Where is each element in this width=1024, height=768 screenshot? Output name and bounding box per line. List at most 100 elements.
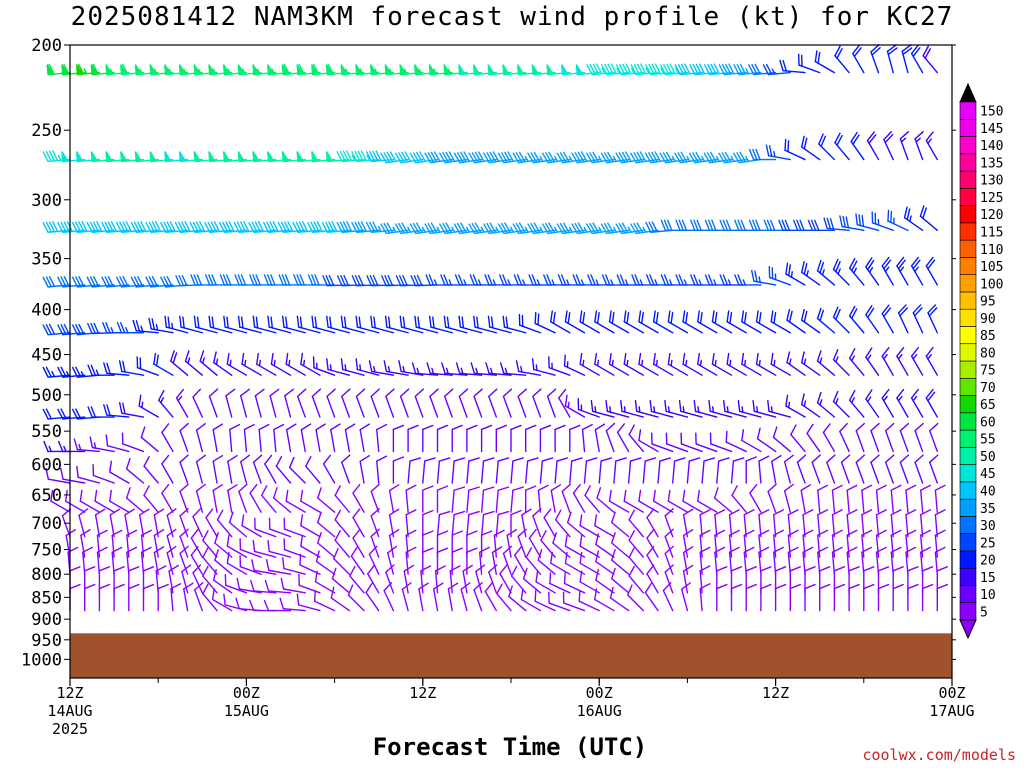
barb-staff: [126, 534, 130, 558]
barb-full: [846, 484, 858, 491]
wind-barb: [485, 362, 512, 376]
wind-barb: [466, 457, 480, 484]
wind-barb: [425, 274, 453, 286]
barb-staff: [594, 429, 600, 453]
wind-barb: [741, 310, 762, 334]
barb-staff: [583, 460, 588, 484]
wind-barb: [832, 258, 850, 286]
barb-full: [594, 514, 598, 527]
barb-full: [438, 457, 451, 462]
wind-barb: [387, 545, 398, 575]
barb-full: [721, 152, 729, 163]
barb-full: [832, 258, 839, 271]
barb-half: [909, 215, 912, 223]
barb-full: [178, 221, 185, 233]
barb-full: [413, 275, 420, 287]
barb-staff: [273, 428, 277, 453]
barb-full: [903, 206, 908, 219]
barb-full: [682, 529, 694, 537]
barb-full: [796, 219, 802, 232]
barb-half: [183, 68, 188, 75]
barb-full: [579, 534, 583, 547]
barb-full: [292, 221, 299, 233]
barb-full: [105, 322, 111, 334]
barb-full: [646, 274, 652, 286]
barb-full: [646, 564, 655, 575]
wind-barb: [628, 509, 644, 538]
barb-full: [330, 423, 341, 431]
barb-full: [340, 315, 344, 328]
barb-half: [803, 358, 807, 366]
barb-staff: [143, 465, 159, 484]
barb-staff: [225, 395, 233, 418]
barb-full: [836, 134, 843, 146]
barb-full: [623, 489, 627, 502]
barb-pennant: [252, 151, 261, 163]
wind-barb: [451, 530, 463, 558]
barb-staff: [179, 552, 189, 575]
wind-barb: [229, 423, 241, 453]
barb-half: [899, 266, 905, 273]
wind-barb: [330, 423, 341, 453]
barb-full: [619, 274, 626, 286]
barb-half: [698, 279, 702, 286]
wind-barb: [314, 570, 336, 594]
wind-barb: [195, 454, 206, 484]
barb-full: [78, 323, 85, 335]
barb-full: [341, 388, 351, 398]
wind-barb: [682, 546, 694, 575]
barb-full: [57, 324, 64, 336]
barb-full: [594, 588, 598, 601]
wind-barb: [832, 306, 850, 334]
wind-barb: [145, 276, 174, 288]
barb-full: [458, 274, 464, 286]
barb-full: [50, 489, 54, 502]
barb-half: [258, 359, 261, 367]
barb-full: [380, 152, 388, 164]
barb-staff: [267, 590, 292, 594]
barb-full: [153, 546, 165, 554]
barb-full: [196, 316, 200, 329]
barb-full: [280, 577, 285, 590]
barb-full: [460, 222, 467, 234]
y-tick-label: 600: [31, 455, 62, 475]
wind-barb: [678, 399, 703, 418]
barb-staff: [330, 429, 336, 453]
wind-barb: [140, 529, 152, 558]
barb-full: [279, 597, 284, 610]
barb-full: [434, 565, 446, 572]
barb-full: [758, 311, 762, 325]
barb-full: [569, 424, 581, 431]
barb-full: [119, 221, 126, 233]
wind-barb: [579, 514, 600, 538]
barb-full: [196, 274, 203, 286]
barb-full: [714, 509, 726, 516]
barb-full: [485, 362, 490, 374]
barb-half: [344, 68, 349, 75]
barb-pennant: [502, 64, 510, 76]
barb-full: [87, 364, 93, 376]
barb-full: [752, 148, 758, 161]
y-tick-label: 750: [31, 541, 62, 561]
wind-barb: [355, 388, 366, 418]
barb-staff: [664, 552, 674, 575]
wind-barb: [120, 63, 145, 76]
barb-staff: [728, 534, 733, 558]
barb-half: [554, 155, 559, 162]
barb-full: [372, 150, 379, 162]
wind-barb: [758, 529, 770, 558]
wind-barb: [399, 315, 424, 334]
barb-staff: [334, 494, 350, 513]
barb-staff: [161, 492, 174, 513]
barb-full: [619, 63, 626, 75]
barb-full: [368, 360, 373, 373]
barb-full: [202, 547, 209, 559]
barb-full: [258, 423, 270, 431]
barb-staff: [839, 430, 850, 453]
barb-full: [486, 152, 494, 163]
barb-full: [93, 221, 100, 233]
barb-full: [315, 550, 320, 563]
wind-barb: [818, 133, 836, 161]
barb-full: [211, 316, 215, 329]
barb-full: [145, 276, 152, 288]
